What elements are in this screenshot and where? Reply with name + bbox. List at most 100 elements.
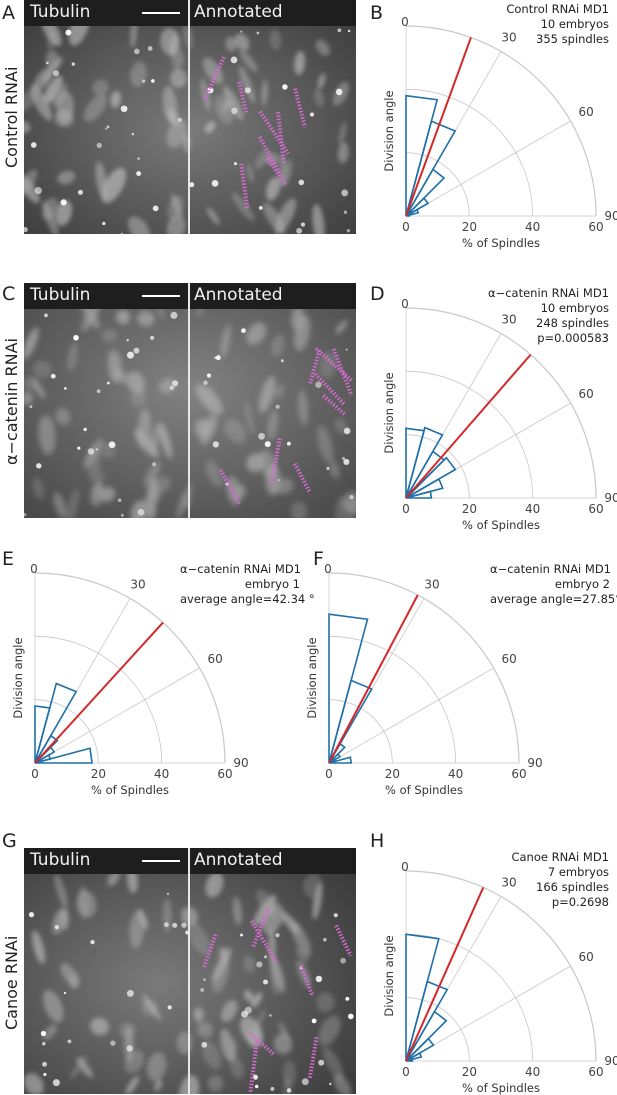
tubulin-spot <box>151 79 155 83</box>
mean-angle-line <box>405 887 485 1062</box>
tubulin-spot <box>110 1040 116 1046</box>
theta-tick-label: 0 <box>401 860 409 874</box>
tubulin-blob <box>318 1015 341 1046</box>
tubulin-spot <box>134 48 140 55</box>
tubulin-blob <box>240 1016 264 1046</box>
tubulin-blob <box>265 176 281 201</box>
theta-tick-label: 90 <box>527 756 542 770</box>
stat-line: Canoe RNAi MD1 <box>511 850 609 864</box>
tubulin-spot <box>177 117 182 122</box>
tubulin-blob <box>90 1017 109 1036</box>
tubulin-blob <box>263 202 286 234</box>
tubulin-spot <box>106 381 110 385</box>
panel-letter-g: G <box>2 830 17 852</box>
stat-line: α−catenin RNAi MD1 <box>490 562 612 576</box>
tubulin-spot <box>65 29 72 36</box>
spindle-annotation <box>299 964 315 997</box>
tubulin-spot <box>244 87 251 94</box>
tubulin-blob <box>137 311 155 327</box>
tubulin-spot <box>189 182 195 188</box>
spindle-annotation <box>202 56 226 101</box>
tubulin-blob <box>166 215 186 234</box>
tubulin-spot <box>298 179 305 186</box>
panel-letter-b: B <box>370 2 384 24</box>
tubulin-spot <box>46 61 49 65</box>
grid-ring <box>405 997 470 1062</box>
theta-tick-label: 60 <box>207 652 222 666</box>
r-tick-label: 0 <box>325 767 333 781</box>
grid-ring <box>34 699 99 764</box>
grid-ring <box>405 307 597 499</box>
tubulin-spot <box>258 205 263 210</box>
tubulin-blob <box>162 85 177 124</box>
panel-letter-h: H <box>370 830 385 852</box>
tubulin-spot <box>269 1014 272 1017</box>
r-tick-label: 0 <box>402 1065 410 1079</box>
spindle-annotations <box>201 907 353 1094</box>
tubulin-blob <box>244 400 255 435</box>
tubulin-blob <box>205 460 223 488</box>
tubulin-spot <box>347 29 351 33</box>
r-tick-label: 60 <box>511 767 526 781</box>
tubulin-blob <box>101 329 118 343</box>
tubulin-spot <box>211 180 219 187</box>
r-tick-label: 40 <box>525 502 540 516</box>
tubulin-spot <box>120 232 123 234</box>
tubulin-spot <box>333 913 338 918</box>
r-tick-label: 20 <box>462 220 477 234</box>
r-axis-label: % of Spindles <box>385 783 463 797</box>
tubulin-blob <box>31 930 46 964</box>
histogram-bar <box>405 1058 414 1062</box>
tubulin-spot <box>34 187 42 195</box>
histogram-bar <box>405 490 433 499</box>
r-tick-label: 40 <box>448 767 463 781</box>
tubulin-blob <box>319 351 337 378</box>
tubulin-blob <box>329 461 340 479</box>
tubulin-blob <box>238 65 256 103</box>
tubulin-spot <box>96 389 101 394</box>
spindle-annotation <box>269 438 282 484</box>
tubulin-spot <box>44 313 48 318</box>
tubulin-spot <box>323 937 327 942</box>
tubulin-blob <box>290 501 308 518</box>
stat-line: average angle=27.85° <box>490 592 617 606</box>
tubulin-blob <box>246 322 267 345</box>
tubulin-spot <box>201 1041 208 1048</box>
tubulin-spot <box>340 957 347 964</box>
tubulin-blob <box>322 1046 344 1080</box>
tubulin-spot <box>315 381 322 388</box>
tubulin-spot <box>203 380 208 385</box>
mean-angle-line <box>328 594 419 764</box>
tubulin-blob <box>24 175 40 204</box>
tubulin-blob <box>70 1055 88 1080</box>
tubulin-blob <box>66 488 80 518</box>
grid-ring <box>405 434 470 499</box>
theta-tick-label: 60 <box>501 652 516 666</box>
tubulin-blob <box>125 1076 139 1094</box>
image-divider <box>188 848 190 1094</box>
stat-line: 10 embryos <box>540 301 609 315</box>
tubulin-spot <box>230 56 238 64</box>
r-tick-label: 40 <box>154 767 169 781</box>
mean-angle-line <box>405 353 532 499</box>
tubulin-blob <box>269 958 280 996</box>
tubulin-spot <box>28 912 35 918</box>
tubulin-spot <box>341 456 346 461</box>
spindle-annotation <box>257 136 283 177</box>
annotated-header: Annotated <box>194 285 283 305</box>
tubulin-blob <box>317 425 334 464</box>
tubulin-blob <box>129 910 145 948</box>
tubulin-blob <box>42 201 59 234</box>
stat-line: 7 embryos <box>547 865 609 879</box>
tubulin-blob <box>267 409 279 441</box>
tubulin-spot <box>126 989 134 997</box>
tubulin-blob <box>244 990 254 1002</box>
row-label-alpha-catenin: α−catenin RNAi <box>2 338 21 465</box>
spindle-annotation <box>307 1036 319 1080</box>
tubulin-spot <box>95 448 98 451</box>
r-tick-label: 60 <box>588 1065 603 1079</box>
tubulin-blob <box>33 67 53 91</box>
tubulin-blob <box>204 121 216 134</box>
